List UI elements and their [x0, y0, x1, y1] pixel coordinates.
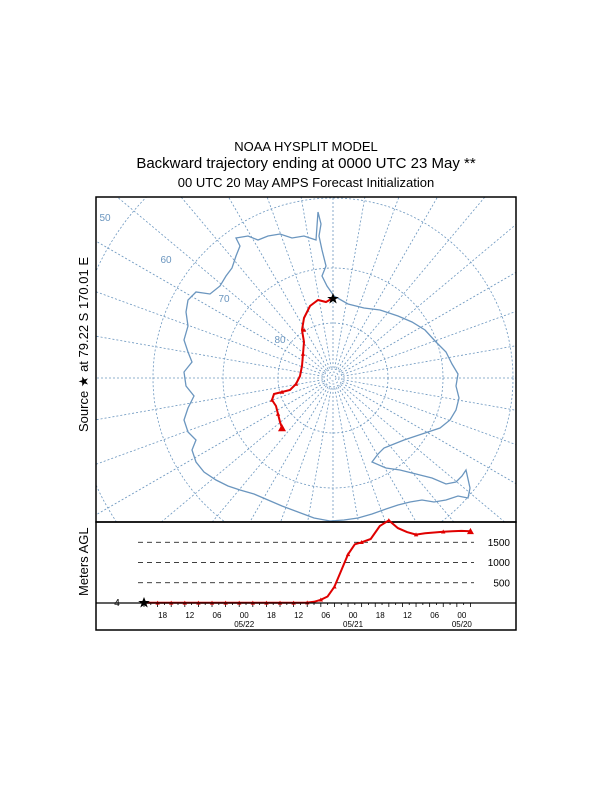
chart-subtitle: 00 UTC 20 May AMPS Forecast Initializati…: [177, 175, 435, 190]
trajectory-height-marker: [318, 597, 324, 602]
latitude-circle: [277, 322, 389, 434]
meridian-line: [96, 335, 324, 377]
trajectory-marker: [279, 389, 285, 394]
pole-circle: [323, 368, 343, 388]
x-tick-label: 06: [213, 611, 222, 620]
meridian-line: [341, 382, 516, 485]
meridian-line: [249, 386, 329, 522]
x-tick-label: 12: [185, 611, 194, 620]
meridian-line: [339, 385, 455, 522]
latitude-label: 80: [274, 335, 286, 346]
model-name: NOAA HYSPLIT MODEL: [234, 139, 378, 154]
trajectory-height-marker: [332, 584, 337, 589]
trajectory-height-marker: [345, 552, 351, 557]
level-label: 1000: [488, 558, 511, 569]
meridian-line: [340, 223, 516, 372]
meridian-line: [336, 387, 386, 522]
meridian-line: [334, 197, 366, 369]
x-tick-label: 00: [349, 611, 358, 620]
trajectory-height-marker: [466, 527, 474, 535]
meridian-line: [342, 310, 516, 375]
x-tick-label: 06: [321, 611, 330, 620]
x-tick-label: 18: [267, 611, 276, 620]
trajectory-line-map: [270, 297, 334, 429]
meridian-line: [96, 291, 324, 375]
x-tick-label: 12: [294, 611, 303, 620]
trajectory-height-marker: [359, 540, 364, 545]
meridian-line: [342, 345, 516, 377]
meridian-line: [339, 197, 486, 371]
meridian-line: [96, 382, 325, 516]
x-date-label: 05/22: [234, 620, 255, 629]
meridian-line: [300, 197, 332, 369]
x-tick-label: 18: [158, 611, 167, 620]
trajectory-height-marker: [386, 518, 392, 523]
pole-circle: [329, 374, 337, 382]
trajectory-height-line: [144, 519, 471, 604]
latitude-label: 70: [218, 294, 230, 305]
meridian-line: [160, 384, 326, 522]
source-star-icon: [138, 597, 150, 608]
meridian-line: [337, 197, 438, 370]
meridian-line: [96, 240, 325, 374]
x-date-label: 05/21: [343, 620, 364, 629]
meridian-line: [280, 387, 330, 522]
meridian-line: [266, 197, 330, 369]
meridian-line: [340, 384, 506, 522]
trajectory-path-map: [269, 297, 334, 432]
x-tick-label: 18: [376, 611, 385, 620]
source-star-icon: [327, 293, 339, 304]
x-date-label: 05/20: [452, 620, 473, 629]
height-panel-frame: [95, 521, 517, 631]
trajectory-marker: [293, 381, 299, 386]
level-label: 500: [493, 578, 510, 589]
map-frame: [95, 196, 517, 523]
trajectory-marker: [300, 351, 306, 356]
latitude-circle: [152, 197, 514, 522]
meridian-line: [342, 379, 516, 411]
x-tick-label: 06: [430, 611, 439, 620]
pole-circle: [326, 371, 340, 385]
antarctica-coastline: [183, 211, 471, 522]
meridian-line: [96, 379, 324, 421]
meridian-line: [96, 381, 324, 465]
chart-title: Backward trajectory ending at 0000 UTC 2…: [136, 155, 476, 172]
latitude-label: 50: [99, 213, 111, 224]
trajectory-marker: [275, 411, 281, 416]
meridian-line: [211, 385, 327, 522]
origin-level-label: 4: [114, 598, 120, 609]
trajectory-height-marker: [441, 529, 446, 534]
meridian-line: [341, 271, 516, 374]
trajectory-marker: [301, 327, 307, 332]
meridian-line: [228, 197, 329, 370]
meridian-line: [180, 197, 327, 371]
trajectory-start-marker: [278, 424, 286, 432]
source-location-label: Source ★ at 79.22 S 170.01 E: [76, 257, 91, 432]
meridian-line: [337, 386, 417, 522]
level-label: 1500: [488, 538, 511, 549]
latitude-circle: [222, 267, 444, 489]
trajectory-height-marker: [413, 532, 419, 537]
meridian-line: [336, 197, 400, 369]
meridian-line: [342, 381, 516, 446]
meridian-line: [307, 387, 332, 522]
meridian-line: [116, 197, 326, 372]
x-tick-label: 00: [240, 611, 249, 620]
latitude-label: 60: [160, 255, 172, 266]
y-axis-label: Meters AGL: [76, 527, 91, 596]
trajectory-marker: [269, 397, 275, 402]
x-tick-label: 00: [457, 611, 466, 620]
x-tick-label: 12: [403, 611, 412, 620]
meridian-line: [334, 387, 359, 522]
